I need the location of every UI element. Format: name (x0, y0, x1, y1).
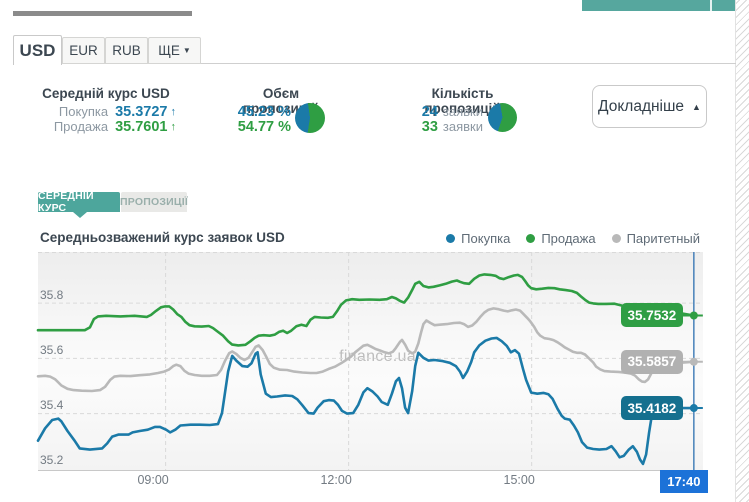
sell-up-arrow-icon: ↑ (170, 120, 177, 133)
series-line-1 (36, 273, 696, 347)
legend-item-buy[interactable]: Покупка (446, 231, 510, 246)
top-gray-bar (13, 11, 192, 16)
series-line-2 (36, 307, 695, 393)
chart-tab-average-rate[interactable]: СЕРЕДНІЙ КУРС (38, 190, 120, 214)
count-sell-value: 33 (421, 118, 438, 135)
sell-value: 35.7601 (115, 118, 168, 135)
stat-volume: Обєм пропозицій 45.23 % 54.77 % (225, 86, 337, 135)
y-axis-label: 35.8 (40, 287, 64, 302)
chart-tab-average-rate-label: СЕРЕДНІЙ КУРС (38, 190, 94, 214)
cursor-dot-1 (689, 311, 698, 320)
volume-sell-pct: 54.77 % (237, 118, 291, 135)
details-button[interactable]: Докладніше ▲ (592, 85, 707, 128)
active-tab-pointer (73, 212, 87, 218)
count-pie-chart (488, 103, 517, 132)
count-buy-unit: заявки (442, 104, 483, 119)
tab-rub-label: RUB (112, 43, 141, 58)
cursor-dot-2 (689, 357, 698, 366)
tab-usd-label: USD (19, 40, 56, 60)
legend-item-parity[interactable]: Паритетный (611, 230, 700, 246)
legend-dot-green-icon (526, 233, 536, 243)
stat-count-title: Кількість пропозицій (424, 86, 501, 116)
buy-label: Покупка (58, 104, 109, 119)
y-axis-label: 35.2 (40, 453, 64, 468)
cursor-time-badge: 17:40 (659, 470, 708, 493)
watermark: finance.ua (339, 348, 416, 365)
tab-usd[interactable]: USD (13, 35, 62, 65)
volume-pie-chart (295, 103, 325, 133)
chart-legend: Покупка Продажа Паритетный (446, 230, 700, 246)
page-edge-texture (735, 0, 749, 502)
y-axis-label: 35.4 (40, 398, 64, 413)
header-action-button[interactable] (582, 0, 737, 11)
legend-sell-label: Продажа (541, 230, 596, 246)
x-axis-label: 12:00 (320, 473, 352, 487)
tab-more[interactable]: ЩЕ ▼ (148, 37, 201, 64)
legend-parity-label: Паритетный (626, 230, 700, 246)
stat-average-rate-title: Середній курс USD (42, 86, 170, 101)
legend-dot-blue-icon (446, 233, 456, 243)
triangle-up-icon: ▲ (692, 101, 701, 112)
sell-label: Продажа (53, 119, 109, 134)
series-line-0 (36, 336, 696, 466)
x-axis-label: 15:00 (503, 473, 535, 487)
stat-average-rate: Середній курс USD Покупка 35.3727 ↑ Прод… (36, 86, 177, 135)
legend-dot-gray-icon (611, 233, 621, 243)
chart-title: Середньозважений курс заявок USD (40, 230, 285, 245)
y-axis-label: 35.6 (40, 342, 64, 357)
tab-eur-label: EUR (69, 43, 98, 58)
header-action-separator (710, 0, 712, 11)
chevron-down-icon: ▼ (182, 46, 191, 55)
chart-canvas (36, 252, 703, 470)
tab-more-label: ЩЕ (158, 43, 180, 58)
rate-line-chart[interactable]: finance.ua 35.8 35.6 35.4 35.2 09:00 12:00 15:… (36, 252, 708, 493)
tabs-bottom-border (13, 63, 736, 64)
stat-count: Кількість пропозицій 24 заявки 33 заявки (405, 86, 520, 135)
x-axis-label: 09:00 (137, 473, 169, 487)
count-sell-unit: заявки (442, 119, 483, 134)
details-button-label: Докладніше (598, 97, 685, 115)
buy-up-arrow-icon: ↑ (170, 105, 177, 118)
volume-buy-pct: 45.23 % (237, 103, 291, 120)
legend-item-sell[interactable]: Продажа (526, 230, 596, 246)
buy-value: 35.3727 (115, 103, 168, 120)
value-badge-2: 35.5857 (620, 349, 683, 374)
tab-rub[interactable]: RUB (105, 37, 148, 64)
legend-buy-label: Покупка (461, 230, 511, 246)
chart-tab-offers[interactable]: ПРОПОЗИЦІЇ (120, 192, 188, 212)
value-badge-1: 35.7532 (620, 303, 683, 328)
value-badge-0: 35.4182 (620, 396, 683, 421)
stat-volume-title: Обєм пропозицій (242, 86, 320, 116)
count-buy-value: 24 (421, 103, 438, 120)
cursor-dot-0 (689, 404, 698, 413)
chart-tab-offers-label: ПРОПОЗИЦІЇ (120, 196, 188, 208)
tab-eur[interactable]: EUR (62, 37, 105, 64)
